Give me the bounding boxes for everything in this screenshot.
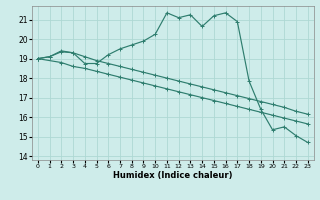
X-axis label: Humidex (Indice chaleur): Humidex (Indice chaleur) <box>113 171 233 180</box>
